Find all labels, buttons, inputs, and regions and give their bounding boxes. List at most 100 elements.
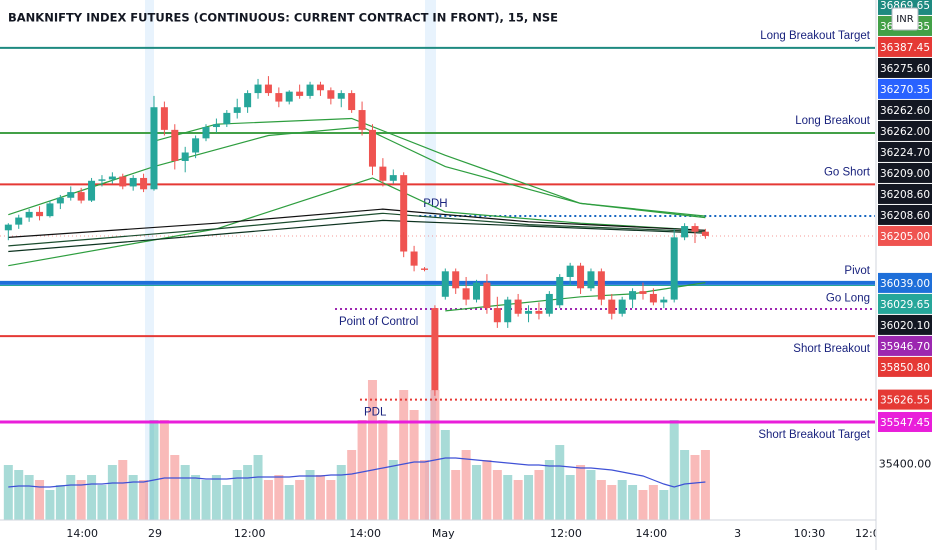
volume-bar [357,420,367,520]
candle-body [4,224,12,231]
x-tick-label: 14:00 [635,527,667,540]
volume-bar [222,485,232,520]
candle-body [483,282,491,309]
x-tick-label: 14:00 [349,527,381,540]
price-tag-label: 36208.60 [880,189,930,201]
price-tag [878,204,932,225]
candle-body [285,91,293,102]
volume-bar [628,485,638,520]
volume-bar [440,430,450,520]
candle-body [420,268,428,270]
volume-bar [576,465,586,520]
price-tag-label: 35400.00 [879,458,932,471]
candle-body [545,293,553,314]
candle-body [587,271,595,289]
candle-body [15,217,23,225]
candle-body [160,107,168,130]
candle-body [36,211,44,217]
x-tick-label: 12:00 [550,527,582,540]
candle-body [441,271,449,297]
x-tick-label: 12:00 [234,527,266,540]
candle-body [223,112,231,125]
candle-body [566,265,574,277]
indicator-line [8,212,706,247]
volume-bar [347,450,357,520]
candle-body [618,299,626,314]
candle-body [368,129,376,167]
candle-body [493,308,501,323]
volume-bar [97,485,107,520]
price-tag-label: 35626.55 [880,395,930,407]
candle-body [25,211,33,218]
level-label: Go Long [826,293,870,305]
x-tick-label: 14:00 [66,527,98,540]
candle-body [254,84,262,94]
price-tag-label: 36209.00 [880,168,930,180]
volume-bar [159,420,169,520]
candle-body [171,129,179,161]
volume-bar [419,460,429,520]
price-tag [878,356,932,377]
candle-body [327,90,335,99]
volume-bar [607,485,617,520]
level-label: PDH [423,198,447,210]
volume-bar [35,480,45,520]
volume-bar [472,465,482,520]
price-tag [878,272,932,293]
volume-bar [388,460,398,520]
price-axis: 36869.6536568.8536387.4536275.6036270.35… [875,0,932,550]
price-tag-label: 36039.00 [880,278,930,290]
level-label: Short Breakout [793,343,871,355]
price-tag-label: 36029.65 [880,299,930,311]
candle-body [129,177,137,187]
volume-bar [305,470,315,520]
volume-bar [45,490,55,520]
price-tag [878,99,932,120]
candle-body [535,310,543,314]
candle-body [556,276,564,306]
price-tag [878,36,932,57]
currency-label: INR [896,14,913,25]
volume-bar [399,390,409,520]
candle-body [98,179,106,181]
volume-bar [430,390,440,520]
volume-bar [107,465,117,520]
candle-body [77,192,85,201]
volume-bar [170,455,180,520]
candle-body [701,231,709,236]
price-tag-label: 36275.60 [880,63,930,75]
price-tag [878,78,932,99]
price-tag [878,183,932,204]
level-label: Long Breakout Target [760,30,871,42]
candle-body [649,293,657,303]
candle-body [681,226,689,238]
volume-bar [263,480,273,520]
volume-bar [544,460,554,520]
price-tag-label: 36387.45 [880,42,930,54]
price-tag [878,293,932,314]
candle-body [233,107,241,113]
price-tag-label: 36208.60 [880,210,930,222]
session-highlight [425,0,436,520]
candle-body [525,310,533,314]
price-tag-label: 35946.70 [880,341,930,353]
plot-area: Long Breakout Target Long Breakout Go Shor… [0,30,887,540]
volume-bar [555,445,565,520]
volume-bar [284,485,294,520]
volume-bar [87,475,97,520]
price-tag-label: 36020.10 [880,320,930,332]
volume-bar [243,465,253,520]
volume-bar [669,420,679,520]
volume-bar [336,465,346,520]
volume-bar [66,475,76,520]
candle-body [608,299,616,314]
volume-bar [201,480,211,520]
volume-bar [617,480,627,520]
volume-bar [378,420,388,520]
volume-bar [659,490,669,520]
volume-bar [180,465,190,520]
candle-body [306,84,314,96]
volume-bar [253,455,263,520]
volume-bar [274,475,284,520]
